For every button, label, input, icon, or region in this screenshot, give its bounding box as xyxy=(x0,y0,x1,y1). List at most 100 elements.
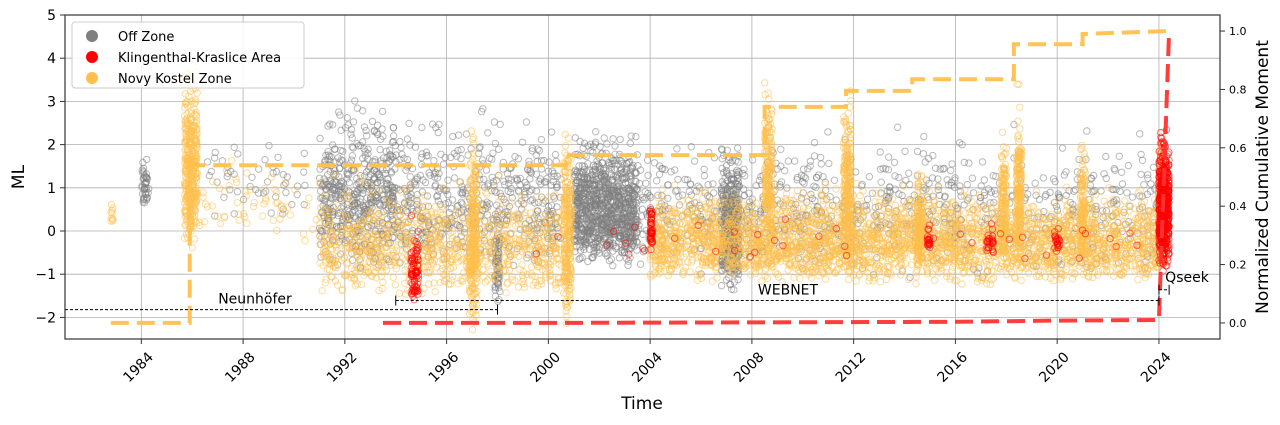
event-point xyxy=(894,124,900,130)
event-point xyxy=(455,132,461,138)
event-point xyxy=(1138,151,1144,157)
event-point xyxy=(538,136,544,142)
event-point xyxy=(440,161,446,167)
event-point xyxy=(1103,153,1109,159)
event-point xyxy=(718,283,724,289)
event-point xyxy=(1125,162,1131,168)
event-point xyxy=(527,176,533,182)
event-point xyxy=(275,154,281,160)
event-point xyxy=(493,189,499,195)
event-point xyxy=(244,220,250,226)
event-point xyxy=(674,146,680,152)
event-point xyxy=(878,179,884,185)
event-point xyxy=(406,120,412,126)
event-point xyxy=(1137,131,1143,137)
event-point xyxy=(270,217,276,223)
event-point xyxy=(979,159,985,165)
event-point xyxy=(407,174,413,180)
event-point xyxy=(610,136,616,142)
event-point xyxy=(404,136,410,142)
event-point xyxy=(892,173,898,179)
event-point xyxy=(485,130,491,136)
event-point xyxy=(274,227,280,233)
event-point xyxy=(283,189,289,195)
event-point xyxy=(1117,188,1123,194)
event-point xyxy=(612,143,618,149)
event-point xyxy=(548,129,554,135)
event-point xyxy=(627,140,633,146)
event-point xyxy=(601,135,607,141)
event-point xyxy=(1139,157,1145,163)
event-point xyxy=(970,190,976,196)
event-point xyxy=(643,180,649,186)
event-point xyxy=(749,157,755,163)
event-point xyxy=(813,184,819,190)
event-point xyxy=(711,190,717,196)
event-point xyxy=(259,213,265,219)
event-point xyxy=(625,262,631,268)
event-point xyxy=(981,177,987,183)
event-point xyxy=(691,158,697,164)
event-point xyxy=(921,133,927,139)
event-point xyxy=(1116,153,1122,159)
event-point xyxy=(617,136,623,142)
event-point xyxy=(217,220,223,226)
event-point xyxy=(585,258,591,264)
event-point xyxy=(654,178,660,184)
event-point xyxy=(369,118,375,124)
event-point xyxy=(1148,181,1154,187)
event-point xyxy=(319,288,325,294)
event-point xyxy=(437,279,443,285)
event-point xyxy=(487,155,493,161)
event-point xyxy=(262,157,268,163)
event-point xyxy=(785,158,791,164)
event-point xyxy=(1129,194,1135,200)
event-point xyxy=(676,193,682,199)
event-point xyxy=(672,167,678,173)
event-point xyxy=(778,146,784,152)
event-point xyxy=(593,129,599,135)
event-point xyxy=(782,168,788,174)
event-point xyxy=(306,195,312,201)
event-point xyxy=(639,206,645,212)
event-point xyxy=(807,158,813,164)
event-point xyxy=(431,158,437,164)
event-point xyxy=(1036,196,1042,202)
event-point xyxy=(350,119,356,125)
event-point xyxy=(250,203,256,209)
event-point xyxy=(902,148,908,154)
event-point xyxy=(325,123,331,129)
event-point xyxy=(419,124,425,130)
event-point xyxy=(523,119,529,125)
event-point xyxy=(734,145,740,151)
event-point xyxy=(932,165,938,171)
event-point xyxy=(701,173,707,179)
event-point xyxy=(204,159,210,165)
event-point xyxy=(390,125,396,131)
event-point xyxy=(468,128,474,134)
event-point xyxy=(552,151,558,157)
event-point xyxy=(384,166,390,172)
event-point xyxy=(244,170,250,176)
event-point xyxy=(686,188,692,194)
event-point xyxy=(1032,180,1038,186)
event-point xyxy=(877,149,883,155)
event-point xyxy=(818,161,824,167)
event-point xyxy=(1059,145,1065,151)
event-point xyxy=(906,170,912,176)
event-point xyxy=(1118,169,1124,175)
event-point xyxy=(277,216,283,222)
event-point xyxy=(628,133,634,139)
event-point xyxy=(268,210,274,216)
event-point xyxy=(236,217,242,223)
event-point xyxy=(348,131,354,137)
event-point xyxy=(533,152,539,158)
event-point xyxy=(397,138,403,144)
event-point xyxy=(1150,164,1156,170)
event-point xyxy=(961,159,967,165)
event-point xyxy=(688,181,694,187)
event-point xyxy=(864,196,870,202)
event-point xyxy=(445,177,451,183)
event-point xyxy=(377,146,383,152)
